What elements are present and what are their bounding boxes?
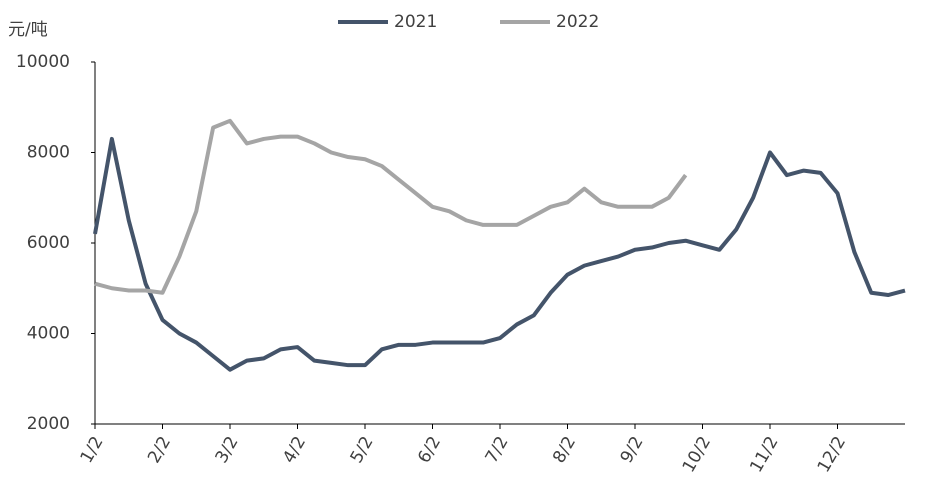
x-tick-label: 9/2 [617,433,648,467]
x-tick-label: 1/2 [77,433,108,467]
y-tick-label: 2000 [27,414,70,434]
x-tick-label: 4/2 [279,433,310,467]
series-line [93,136,906,372]
x-tick-label: 2/2 [144,433,175,467]
x-tick-label: 8/2 [549,433,580,467]
legend-label: 2021 [394,12,437,32]
series-line [94,118,688,295]
y-tick-label: 8000 [27,143,70,163]
x-tick-label: 12/2 [814,433,850,476]
x-tick-label: 5/2 [347,433,378,467]
x-tick-label: 11/2 [746,433,782,476]
x-tick-label: 6/2 [414,433,445,467]
y-tick-label: 10000 [16,52,70,72]
legend-label: 2022 [556,12,599,32]
y-tick-label: 4000 [27,324,70,344]
y-tick-label: 6000 [27,233,70,253]
x-tick-label: 7/2 [482,433,513,467]
x-tick-label: 3/2 [212,433,243,467]
x-tick-label: 10/2 [679,433,715,476]
y-axis-label: 元/吨 [8,20,48,40]
